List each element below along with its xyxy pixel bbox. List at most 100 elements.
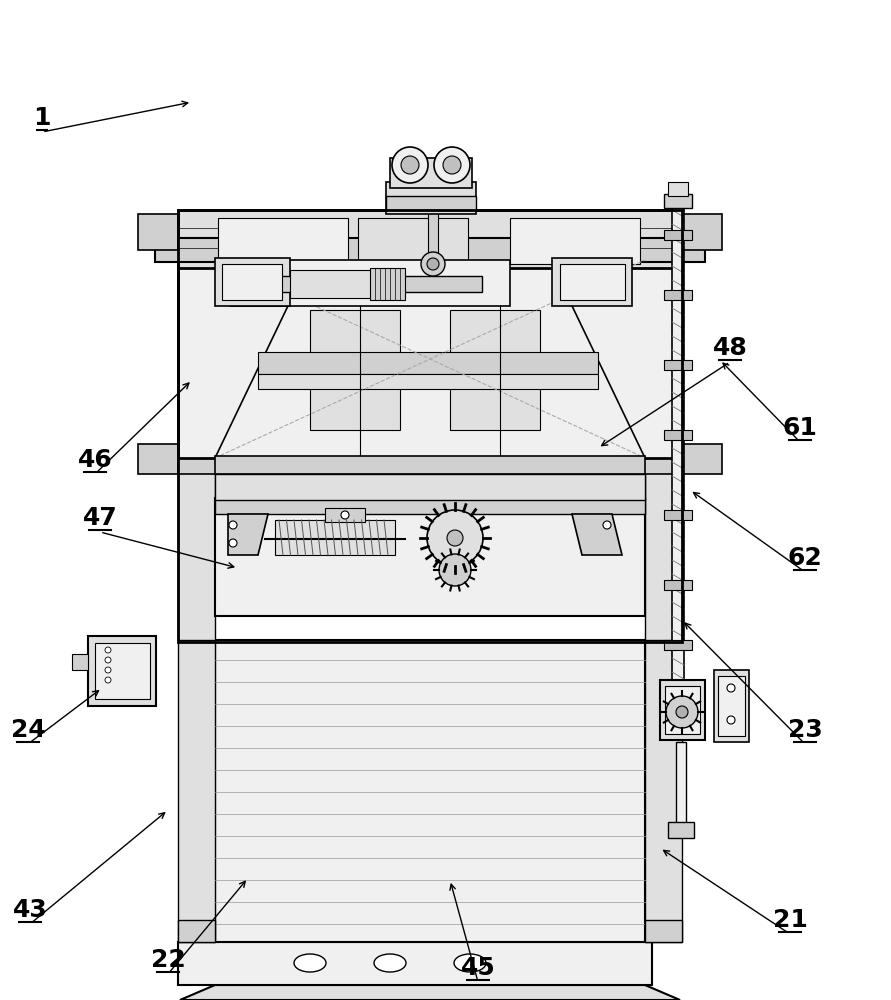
Bar bbox=[178, 436, 682, 456]
Text: 21: 21 bbox=[772, 908, 807, 932]
Ellipse shape bbox=[294, 954, 326, 972]
Bar bbox=[676, 742, 686, 832]
Bar bbox=[386, 182, 476, 214]
Bar bbox=[275, 520, 395, 555]
Bar bbox=[178, 260, 682, 458]
Polygon shape bbox=[180, 985, 680, 1000]
Circle shape bbox=[727, 684, 735, 692]
Ellipse shape bbox=[454, 954, 486, 972]
Bar bbox=[242, 276, 482, 292]
Bar bbox=[358, 218, 468, 264]
Bar bbox=[178, 210, 682, 642]
Text: 1: 1 bbox=[33, 106, 51, 130]
Bar bbox=[682, 444, 722, 474]
Text: 62: 62 bbox=[788, 546, 822, 570]
Bar bbox=[560, 264, 625, 300]
Bar bbox=[88, 636, 156, 706]
Circle shape bbox=[427, 510, 483, 566]
Circle shape bbox=[105, 647, 111, 653]
Bar bbox=[370, 268, 405, 300]
Circle shape bbox=[105, 657, 111, 663]
Text: 48: 48 bbox=[713, 336, 748, 360]
Circle shape bbox=[666, 696, 698, 728]
Bar bbox=[258, 374, 598, 389]
Circle shape bbox=[439, 554, 471, 586]
Bar bbox=[215, 498, 645, 514]
Bar bbox=[664, 510, 692, 520]
Bar bbox=[230, 260, 510, 306]
Text: 46: 46 bbox=[78, 448, 112, 472]
Bar bbox=[718, 676, 745, 736]
Bar bbox=[215, 640, 645, 942]
Circle shape bbox=[727, 716, 735, 724]
Bar bbox=[664, 580, 692, 590]
Bar bbox=[178, 920, 215, 942]
Circle shape bbox=[427, 258, 439, 270]
Circle shape bbox=[105, 677, 111, 683]
Bar bbox=[664, 290, 692, 300]
Circle shape bbox=[401, 156, 419, 174]
Bar bbox=[664, 360, 692, 370]
Text: 43: 43 bbox=[12, 898, 47, 922]
Polygon shape bbox=[178, 640, 215, 942]
Bar bbox=[138, 444, 178, 474]
Bar bbox=[660, 680, 705, 740]
Bar bbox=[665, 686, 700, 734]
Bar bbox=[714, 670, 749, 742]
Bar bbox=[138, 214, 178, 250]
Bar bbox=[215, 258, 290, 306]
Bar bbox=[72, 654, 88, 670]
Text: 47: 47 bbox=[83, 506, 118, 530]
Polygon shape bbox=[228, 514, 268, 555]
Polygon shape bbox=[572, 514, 622, 555]
Circle shape bbox=[676, 706, 688, 718]
Bar bbox=[390, 158, 472, 188]
Circle shape bbox=[434, 147, 470, 183]
Polygon shape bbox=[645, 640, 682, 942]
Bar bbox=[215, 474, 645, 500]
Bar bbox=[386, 196, 476, 210]
Text: 61: 61 bbox=[782, 416, 817, 440]
Bar bbox=[664, 230, 692, 240]
Bar bbox=[215, 498, 645, 616]
Bar bbox=[155, 238, 705, 262]
Circle shape bbox=[447, 530, 463, 546]
Circle shape bbox=[229, 539, 237, 547]
Bar bbox=[668, 182, 688, 196]
Circle shape bbox=[421, 252, 445, 276]
Bar bbox=[290, 270, 380, 298]
Bar bbox=[258, 352, 598, 374]
Circle shape bbox=[341, 511, 349, 519]
Bar bbox=[552, 258, 632, 306]
Circle shape bbox=[443, 156, 461, 174]
Bar bbox=[510, 218, 640, 264]
Circle shape bbox=[105, 667, 111, 673]
Bar bbox=[450, 310, 540, 430]
Circle shape bbox=[392, 147, 428, 183]
Bar bbox=[218, 218, 348, 264]
Bar bbox=[95, 643, 150, 699]
Ellipse shape bbox=[374, 954, 406, 972]
Bar bbox=[664, 430, 692, 440]
Bar bbox=[325, 508, 365, 522]
Bar bbox=[645, 920, 682, 942]
Bar bbox=[682, 214, 722, 250]
Bar bbox=[664, 194, 692, 208]
Text: 24: 24 bbox=[11, 718, 45, 742]
Circle shape bbox=[603, 521, 611, 529]
Bar bbox=[178, 456, 682, 474]
Polygon shape bbox=[645, 460, 682, 640]
Bar bbox=[428, 210, 438, 262]
Text: 22: 22 bbox=[151, 948, 185, 972]
Bar bbox=[178, 210, 682, 268]
Bar bbox=[310, 310, 400, 430]
Bar bbox=[664, 640, 692, 650]
Polygon shape bbox=[178, 460, 215, 640]
Bar bbox=[668, 822, 694, 838]
Bar bbox=[215, 456, 645, 474]
Text: 45: 45 bbox=[461, 956, 495, 980]
Circle shape bbox=[229, 521, 237, 529]
Bar bbox=[222, 264, 282, 300]
Bar bbox=[672, 200, 684, 690]
Text: 23: 23 bbox=[788, 718, 822, 742]
